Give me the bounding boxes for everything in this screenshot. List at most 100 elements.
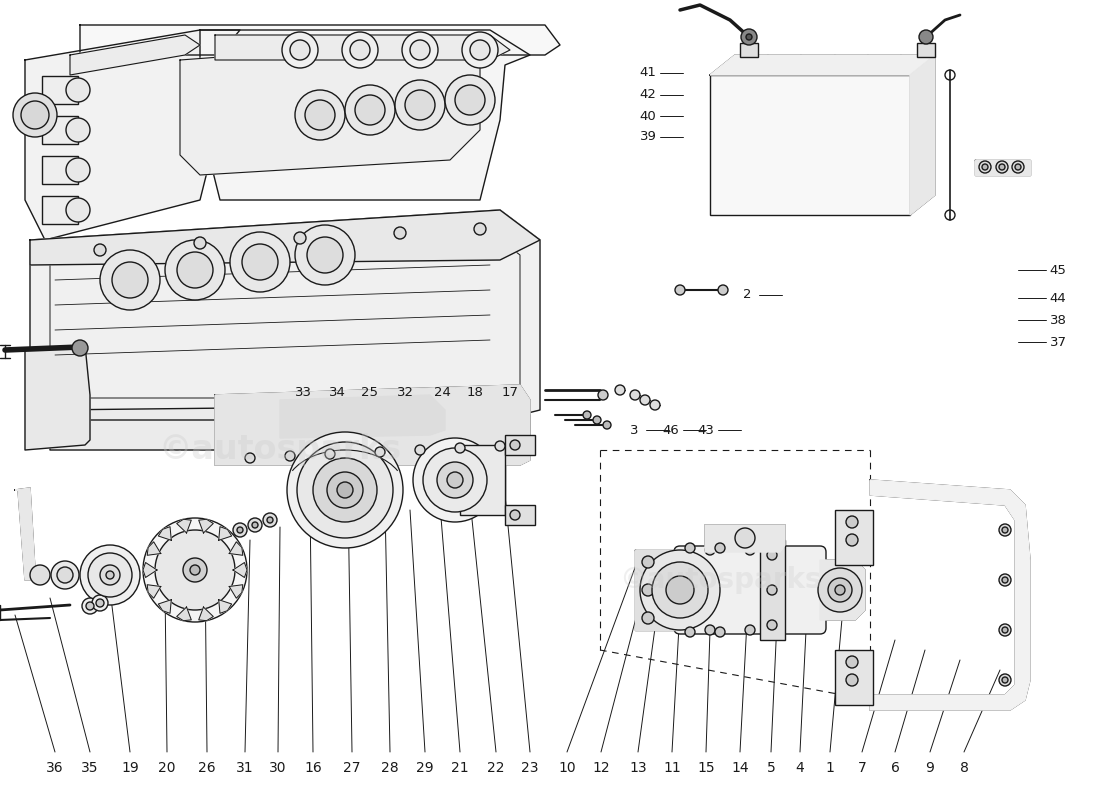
Circle shape xyxy=(462,32,498,68)
Circle shape xyxy=(675,285,685,295)
Text: 26: 26 xyxy=(198,761,216,775)
Polygon shape xyxy=(229,542,243,555)
Circle shape xyxy=(510,440,520,450)
Text: 5: 5 xyxy=(767,761,775,775)
Circle shape xyxy=(474,223,486,235)
Text: 7: 7 xyxy=(858,761,867,775)
Circle shape xyxy=(846,674,858,686)
Bar xyxy=(42,156,78,184)
Circle shape xyxy=(999,164,1005,170)
Circle shape xyxy=(57,567,73,583)
Polygon shape xyxy=(25,345,90,450)
Polygon shape xyxy=(233,562,248,578)
Circle shape xyxy=(305,100,336,130)
Polygon shape xyxy=(705,525,785,552)
Polygon shape xyxy=(177,607,191,621)
Circle shape xyxy=(835,585,845,595)
Circle shape xyxy=(642,584,654,596)
Text: 8: 8 xyxy=(959,761,968,775)
Circle shape xyxy=(183,558,207,582)
Circle shape xyxy=(718,285,728,295)
Circle shape xyxy=(233,523,248,537)
Polygon shape xyxy=(280,395,446,438)
Polygon shape xyxy=(25,30,240,240)
Polygon shape xyxy=(158,526,172,540)
Circle shape xyxy=(100,565,120,585)
Circle shape xyxy=(999,624,1011,636)
Circle shape xyxy=(96,599,104,607)
Circle shape xyxy=(705,625,715,635)
Circle shape xyxy=(741,29,757,45)
Text: 32: 32 xyxy=(396,386,414,399)
Polygon shape xyxy=(147,585,161,598)
Text: 29: 29 xyxy=(416,761,433,775)
Text: 43: 43 xyxy=(697,423,714,437)
Circle shape xyxy=(999,674,1011,686)
Circle shape xyxy=(282,32,318,68)
Text: 23: 23 xyxy=(521,761,539,775)
Circle shape xyxy=(642,612,654,624)
Text: 45: 45 xyxy=(1049,263,1066,277)
Polygon shape xyxy=(635,550,680,630)
Circle shape xyxy=(294,232,306,244)
Circle shape xyxy=(455,443,465,453)
Circle shape xyxy=(230,232,290,292)
Circle shape xyxy=(685,627,695,637)
Text: 6: 6 xyxy=(891,761,900,775)
Bar xyxy=(835,510,873,565)
Circle shape xyxy=(177,252,213,288)
Bar xyxy=(760,540,785,640)
Circle shape xyxy=(1012,161,1024,173)
Circle shape xyxy=(51,561,79,589)
Circle shape xyxy=(165,240,226,300)
Circle shape xyxy=(705,545,715,555)
Circle shape xyxy=(593,416,601,424)
Circle shape xyxy=(846,534,858,546)
Bar xyxy=(460,445,505,515)
Circle shape xyxy=(290,40,310,60)
Circle shape xyxy=(685,543,695,553)
Circle shape xyxy=(1002,527,1008,533)
Circle shape xyxy=(510,510,520,520)
Text: 36: 36 xyxy=(46,761,64,775)
Text: 21: 21 xyxy=(451,761,469,775)
Text: 34: 34 xyxy=(329,386,345,399)
Polygon shape xyxy=(910,55,935,215)
Bar xyxy=(505,435,535,455)
Circle shape xyxy=(285,451,295,461)
Circle shape xyxy=(94,244,106,256)
Circle shape xyxy=(252,522,258,528)
Text: 40: 40 xyxy=(639,110,657,122)
Bar xyxy=(835,650,873,705)
Circle shape xyxy=(415,445,425,455)
Circle shape xyxy=(982,164,988,170)
Circle shape xyxy=(818,568,862,612)
Text: 28: 28 xyxy=(382,761,399,775)
Circle shape xyxy=(746,34,752,40)
Circle shape xyxy=(82,598,98,614)
Bar xyxy=(42,116,78,144)
Circle shape xyxy=(72,340,88,356)
Bar xyxy=(917,43,935,57)
Circle shape xyxy=(355,95,385,125)
Text: 33: 33 xyxy=(295,386,311,399)
Circle shape xyxy=(745,545,755,555)
Circle shape xyxy=(395,80,446,130)
Circle shape xyxy=(410,40,430,60)
Circle shape xyxy=(999,524,1011,536)
Circle shape xyxy=(470,40,490,60)
Circle shape xyxy=(652,562,708,618)
Text: 10: 10 xyxy=(558,761,575,775)
Polygon shape xyxy=(70,35,200,75)
Circle shape xyxy=(640,550,720,630)
Circle shape xyxy=(106,571,114,579)
Text: 30: 30 xyxy=(270,761,287,775)
Circle shape xyxy=(412,438,497,522)
Text: 15: 15 xyxy=(697,761,715,775)
Circle shape xyxy=(828,578,852,602)
Circle shape xyxy=(767,620,777,630)
Polygon shape xyxy=(177,519,191,533)
Circle shape xyxy=(21,101,50,129)
Circle shape xyxy=(745,625,755,635)
Polygon shape xyxy=(199,607,213,621)
